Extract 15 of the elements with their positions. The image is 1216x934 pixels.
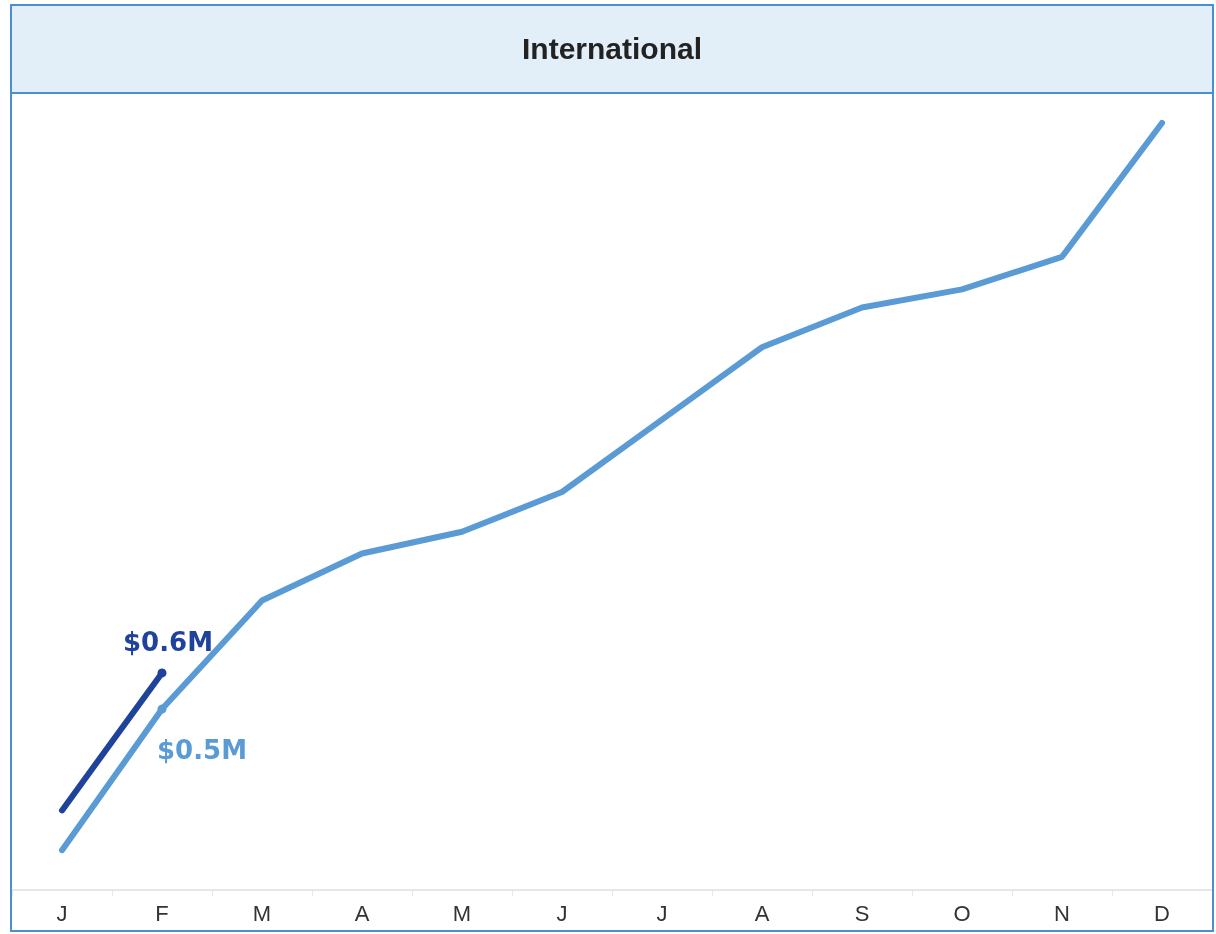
x-tick-label: S bbox=[854, 900, 870, 926]
x-tick-label: N bbox=[1054, 900, 1070, 926]
x-tick-label: F bbox=[155, 900, 169, 926]
data-label: $0.6M bbox=[122, 627, 214, 658]
x-tick-label: A bbox=[754, 900, 770, 926]
x-tick-label: J bbox=[56, 900, 68, 926]
x-tick-label: J bbox=[556, 900, 568, 926]
x-tick-label: A bbox=[354, 900, 370, 926]
x-tick-label: D bbox=[1154, 900, 1170, 926]
x-tick-label: O bbox=[953, 900, 971, 926]
x-tick-label: M bbox=[452, 900, 472, 926]
chart-title: International bbox=[12, 6, 1212, 94]
data-label: $0.5M bbox=[156, 734, 248, 765]
x-tick-label: M bbox=[252, 900, 272, 926]
x-tick-label: J bbox=[656, 900, 668, 926]
